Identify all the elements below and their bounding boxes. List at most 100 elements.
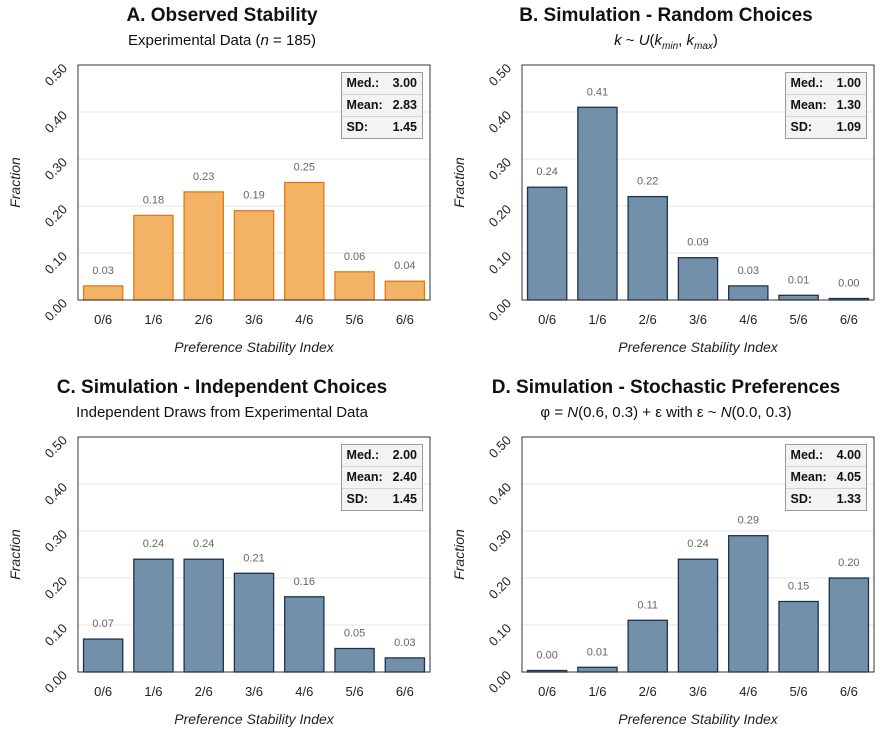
stats-value: 2.40	[392, 470, 417, 484]
data-label: 0.16	[294, 576, 315, 588]
stats-sd-row: SD: 1.33	[786, 489, 866, 510]
y-tick-label: 0.30	[486, 155, 515, 184]
data-label: 0.03	[738, 265, 759, 277]
plot-frame	[521, 64, 875, 301]
data-label: 0.20	[838, 557, 859, 569]
x-tick-label: 1/6	[144, 312, 162, 327]
bar	[526, 186, 568, 301]
bar-chart-svg: 0.00 0.10 0.20 0.30 0.40 0.50 0.00 0/6 0.01 1/6 0.…	[451, 433, 875, 727]
stats-value: 1.09	[836, 120, 861, 134]
y-tick-label: 0.10	[42, 249, 71, 278]
y-tick-label: 0.50	[42, 433, 71, 462]
data-label: 0.11	[637, 599, 658, 611]
data-label: 0.24	[536, 166, 557, 178]
x-tick-label: 6/6	[840, 312, 858, 327]
bar	[384, 657, 426, 673]
x-tick-label: 2/6	[195, 684, 213, 699]
y-tick-label: 0.30	[486, 527, 515, 556]
stats-sd-row: SD: 1.09	[786, 117, 866, 138]
x-tick-label: 1/6	[588, 312, 606, 327]
chart-panel-b: B. Simulation - Random Choices k ~ U(kmi…	[444, 0, 888, 371]
stats-median-row: Med.: 4.00	[785, 445, 866, 467]
data-label: 0.04	[394, 260, 415, 272]
y-tick-label: 0.10	[42, 621, 71, 650]
x-tick-label: 4/6	[295, 312, 313, 327]
y-tick-label: 0.40	[42, 480, 71, 509]
bar	[728, 535, 769, 673]
plot-frame	[77, 64, 431, 301]
x-tick-label: 2/6	[639, 312, 657, 327]
bar	[728, 285, 769, 301]
bar	[183, 558, 224, 673]
bar	[284, 181, 325, 301]
data-label: 0.24	[193, 538, 214, 550]
y-tick-label: 0.40	[486, 108, 515, 137]
data-label: 0.15	[788, 581, 809, 593]
chart-title: D. Simulation - Stochastic Preferences	[491, 377, 841, 398]
stats-value: 2.83	[392, 98, 417, 112]
stats-label: Med.:	[790, 76, 824, 90]
stats-mean-row: Mean: 4.05	[785, 467, 866, 489]
bar	[183, 191, 224, 301]
stats-label: Mean:	[790, 470, 827, 484]
x-tick-label: 4/6	[739, 312, 757, 327]
y-axis-label: Fraction	[7, 529, 23, 580]
stats-label: Mean:	[346, 470, 383, 484]
y-tick-label: 0.50	[486, 61, 515, 90]
y-tick-label: 0.40	[42, 108, 71, 137]
data-label: 0.03	[92, 265, 113, 277]
plot-frame	[521, 436, 875, 673]
bar	[334, 647, 375, 673]
x-tick-label: 3/6	[689, 684, 707, 699]
stats-sd-row: SD: 1.45	[342, 117, 422, 138]
x-tick-label: 2/6	[639, 684, 657, 699]
y-tick-label: 0.40	[486, 480, 515, 509]
chart-subtitle: φ = N(0.6, 0.3) + ε with ε ~ N(0.0, 0.3)	[540, 404, 792, 421]
stats-label: Mean:	[790, 98, 827, 112]
stats-value: 2.00	[392, 448, 417, 462]
stats-label: SD:	[346, 120, 369, 134]
stats-median-row: Med.: 2.00	[341, 445, 422, 467]
stats-box: Med.: 1.00 Mean: 1.30 SD: 1.09	[784, 72, 867, 139]
bar	[577, 106, 618, 301]
data-label: 0.03	[394, 637, 415, 649]
bar	[82, 285, 124, 301]
stats-label: Mean:	[346, 98, 383, 112]
chart-panel-c: C. Simulation - Independent Choices Inde…	[0, 372, 444, 743]
x-tick-label: 6/6	[396, 312, 414, 327]
y-tick-label: 0.20	[486, 202, 515, 231]
data-label: 0.06	[344, 251, 365, 263]
bar	[334, 271, 375, 301]
stats-mean-row: Mean: 2.83	[341, 95, 422, 117]
stats-value: 1.33	[836, 492, 861, 506]
stats-box: Med.: 3.00 Mean: 2.83 SD: 1.45	[340, 72, 423, 139]
data-label: 0.18	[143, 194, 164, 206]
bar	[133, 558, 174, 673]
y-tick-label: 0.20	[42, 574, 71, 603]
chart-title: B. Simulation - Random Choices	[519, 5, 813, 26]
x-tick-label: 0/6	[538, 312, 556, 327]
bar-chart-svg: 0.00 0.10 0.20 0.30 0.40 0.50 0.07 0/6 0.24 1/6 0.…	[7, 433, 431, 727]
stats-label: SD:	[790, 492, 813, 506]
data-label: 0.21	[243, 552, 264, 564]
y-tick-label: 0.50	[42, 61, 71, 90]
y-tick-label: 0.00	[486, 296, 515, 325]
x-axis-label: Preference Stability Index	[174, 339, 335, 355]
stats-label: SD:	[790, 120, 813, 134]
stats-label: Med.:	[790, 448, 824, 462]
bar	[233, 572, 275, 673]
y-tick-label: 0.00	[486, 668, 515, 697]
x-tick-label: 2/6	[195, 312, 213, 327]
x-tick-label: 1/6	[588, 684, 606, 699]
stats-value: 4.00	[836, 448, 861, 462]
chart-subtitle: k ~ U(kmin, kmax)	[614, 32, 718, 52]
stats-label: Med.:	[346, 448, 380, 462]
plot-frame	[77, 436, 431, 673]
bar	[778, 600, 819, 673]
bar	[627, 619, 668, 673]
x-axis-label: Preference Stability Index	[174, 711, 335, 727]
x-tick-label: 3/6	[245, 684, 263, 699]
y-axis-label: Fraction	[451, 529, 467, 580]
stats-label: Med.:	[346, 76, 380, 90]
x-axis-label: Preference Stability Index	[618, 339, 779, 355]
